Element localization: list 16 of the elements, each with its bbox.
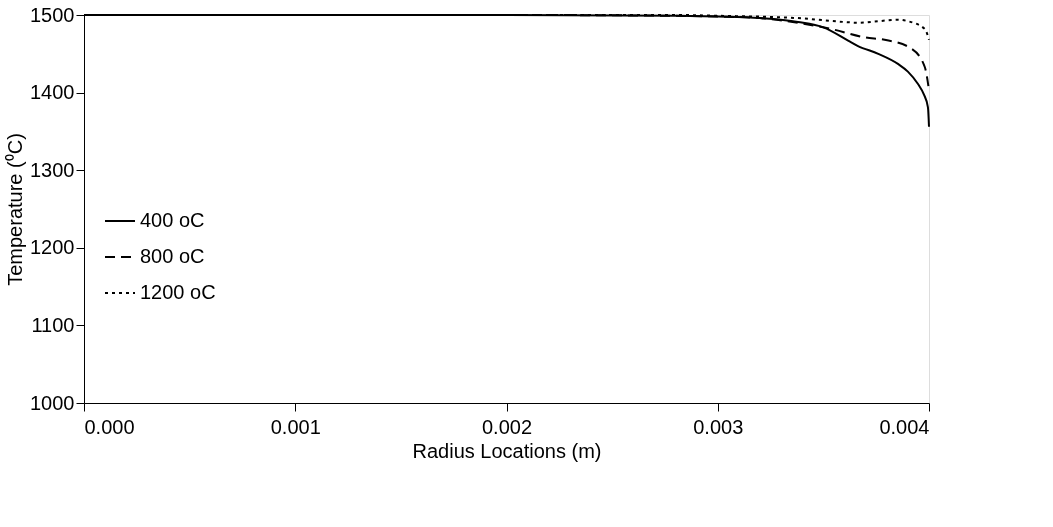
y-tick-label: 1400 (30, 81, 75, 104)
y-tick-label: 1000 (30, 391, 75, 414)
y-tick-label: 1300 (30, 158, 75, 181)
x-tick-label: 0.000 (84, 415, 135, 438)
x-tick-label: 0.004 (879, 415, 930, 438)
y-axis-title: Temperature (⁰C) (4, 133, 27, 286)
x-axis-title: Radius Locations (m) (412, 439, 602, 462)
y-tick-label: 1500 (30, 3, 75, 26)
y-tick-label: 1100 (31, 313, 75, 336)
y-tick-label: 1200 (30, 236, 75, 259)
legend-label: 400 oC (140, 209, 205, 231)
x-tick-label: 0.002 (481, 415, 533, 438)
legend-label: 1200 oC (140, 281, 216, 303)
legend-label: 800 oC (140, 245, 205, 267)
x-tick-label: 0.001 (270, 415, 321, 438)
x-tick-label: 0.003 (693, 415, 744, 438)
